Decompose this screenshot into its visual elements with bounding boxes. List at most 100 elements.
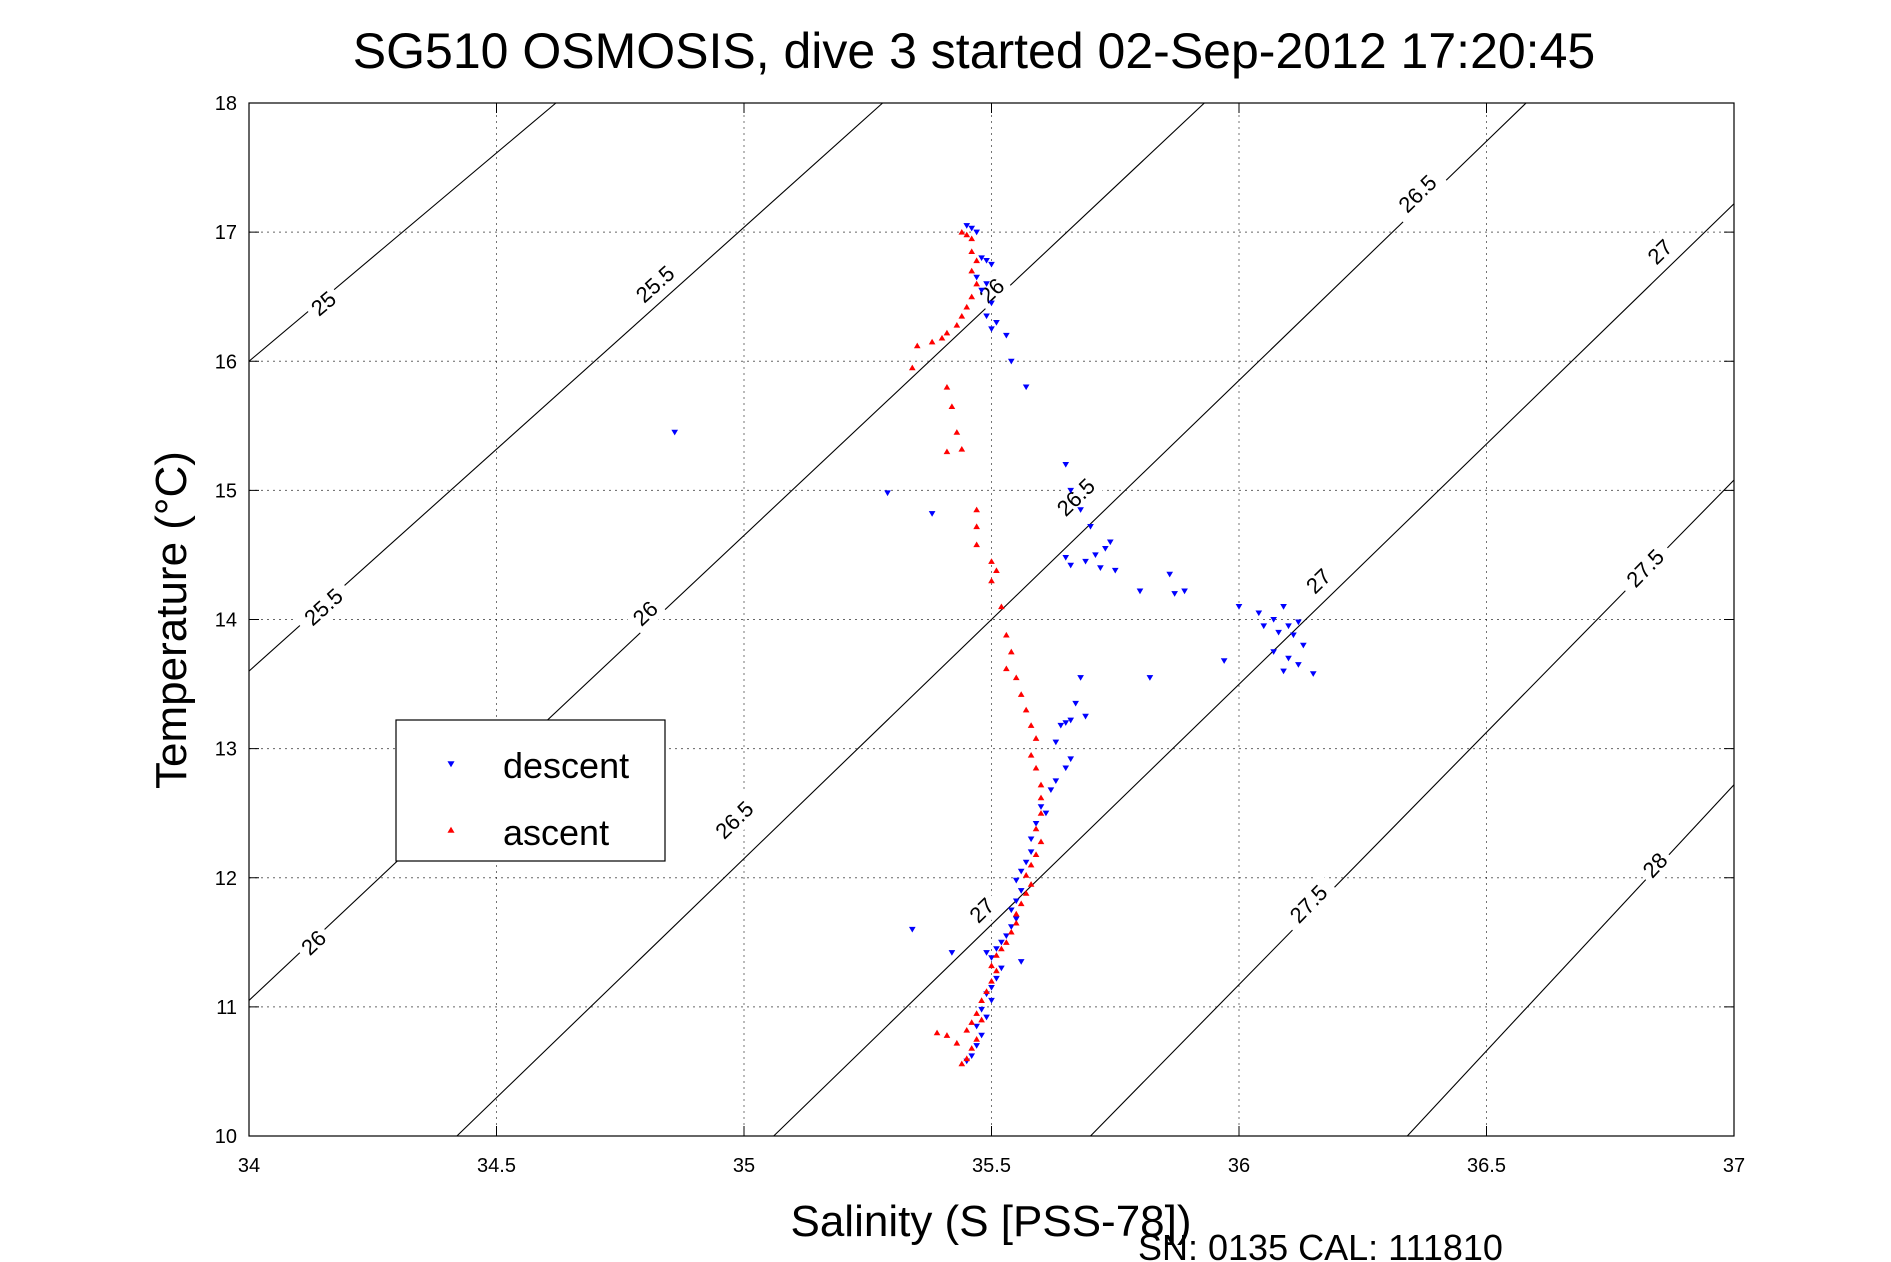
ascent-point bbox=[1003, 665, 1010, 672]
descent-point bbox=[1017, 868, 1025, 875]
ascent-point bbox=[998, 603, 1005, 610]
descent-point bbox=[1042, 810, 1050, 817]
descent-point bbox=[1106, 539, 1114, 546]
descent-point bbox=[973, 274, 980, 281]
ascent-point bbox=[928, 338, 936, 345]
descent-point bbox=[1012, 916, 1020, 923]
ascent-point bbox=[993, 567, 1000, 573]
axis-ticks: 34 34.5 35 35.5 36 36.5 37 10 11 12 13 14 15 16 17 18 bbox=[215, 93, 1745, 1177]
ascent-point bbox=[968, 293, 976, 300]
descent-point bbox=[1052, 778, 1060, 785]
descent-point bbox=[1003, 332, 1010, 339]
descent-point bbox=[1017, 959, 1025, 965]
isopycnal-line bbox=[456, 102, 1527, 1137]
descent-point bbox=[1280, 604, 1287, 610]
ascent-point bbox=[968, 235, 976, 242]
y-tick-label: 12 bbox=[215, 868, 237, 890]
legend: descent ascent bbox=[395, 719, 666, 862]
ascent-point bbox=[978, 1016, 985, 1023]
descent-point bbox=[928, 511, 936, 517]
descent-point bbox=[998, 939, 1005, 946]
descent-point bbox=[978, 255, 985, 262]
x-tick-label: 34 bbox=[238, 1155, 260, 1177]
descent-point bbox=[1270, 649, 1277, 655]
ascent-point bbox=[1012, 910, 1020, 917]
ascent-point bbox=[973, 506, 980, 513]
y-tick-label: 13 bbox=[215, 739, 237, 761]
chart-title: SG510 OSMOSIS, dive 3 started 02-Sep-201… bbox=[353, 23, 1595, 79]
descent-point bbox=[1309, 671, 1317, 677]
descent-point bbox=[1037, 804, 1045, 810]
descent-point bbox=[983, 281, 990, 287]
ascent-point bbox=[973, 523, 980, 530]
ascent-point bbox=[968, 248, 976, 255]
descent-point bbox=[1012, 898, 1020, 905]
ascent-point bbox=[1012, 674, 1020, 681]
x-tick-label: 35.5 bbox=[972, 1155, 1011, 1177]
descent-point bbox=[884, 490, 891, 497]
descent-point bbox=[988, 955, 995, 961]
ascent-point bbox=[943, 1032, 951, 1038]
descent-point bbox=[1290, 632, 1297, 639]
ascent-point bbox=[963, 303, 971, 310]
descent-point bbox=[983, 257, 990, 264]
y-tick-label: 10 bbox=[215, 1126, 237, 1148]
ascent-point bbox=[998, 945, 1005, 952]
descent-point bbox=[1102, 545, 1109, 552]
ascent-point bbox=[973, 280, 980, 287]
legend-marker-descent bbox=[447, 761, 455, 768]
ascent-point bbox=[1022, 872, 1030, 878]
isopycnal-label-bg bbox=[1277, 872, 1340, 935]
descent-point bbox=[1007, 924, 1015, 930]
density-contours: 2525.525.526262626.526.526.527272727.527… bbox=[248, 102, 1735, 1137]
ascent-point bbox=[993, 952, 1000, 958]
ascent-point bbox=[988, 977, 995, 984]
isopycnal-label: 26 bbox=[296, 925, 331, 960]
isopycnal-line bbox=[248, 102, 883, 672]
legend-label-descent: descent bbox=[503, 745, 629, 786]
serial-calibration-footer: SN: 0135 CAL: 111810 bbox=[1138, 1227, 1503, 1262]
descent-point bbox=[1052, 739, 1060, 746]
descent-point bbox=[973, 229, 980, 236]
descent-point bbox=[1285, 623, 1292, 630]
descent-point bbox=[948, 950, 956, 956]
descent-point bbox=[1280, 668, 1287, 675]
isopycnal-label-bg bbox=[1385, 162, 1449, 225]
isopycnal-label-bg bbox=[291, 920, 336, 965]
ascent-point bbox=[968, 267, 976, 274]
x-tick-label: 34.5 bbox=[477, 1155, 516, 1177]
descent-point bbox=[1012, 877, 1020, 884]
descent-point bbox=[1057, 722, 1065, 729]
ascent-point bbox=[943, 383, 951, 390]
x-tick-label: 36 bbox=[1228, 1155, 1250, 1177]
isopycnal-label: 26 bbox=[628, 596, 663, 631]
ascent-point bbox=[1032, 764, 1040, 771]
isopycnal-label: 25 bbox=[306, 286, 341, 321]
y-tick-label: 16 bbox=[215, 351, 237, 373]
descent-point bbox=[978, 287, 985, 294]
descent-point bbox=[1062, 462, 1070, 468]
y-tick-label: 14 bbox=[215, 610, 237, 632]
descent-point bbox=[993, 975, 1000, 982]
ascent-point bbox=[1027, 722, 1035, 728]
descent-point bbox=[671, 429, 679, 436]
ascent-point bbox=[1007, 928, 1015, 935]
isopycnal-label-bg bbox=[969, 268, 1014, 313]
descent-point bbox=[1017, 888, 1025, 894]
descent-point bbox=[1087, 523, 1094, 530]
descent-point bbox=[1097, 565, 1104, 571]
ascent-point bbox=[958, 445, 966, 452]
descent-point bbox=[1300, 642, 1307, 649]
ascent-point bbox=[908, 364, 916, 371]
isopycnal-label-bg bbox=[291, 576, 355, 638]
descent-point bbox=[983, 950, 990, 956]
descent-point bbox=[1027, 836, 1035, 843]
descent-point bbox=[988, 326, 995, 333]
descent-point bbox=[978, 1032, 985, 1039]
descent-point bbox=[1007, 358, 1015, 365]
isopycnal-label: 27 bbox=[1301, 564, 1336, 599]
descent-point bbox=[1022, 384, 1030, 391]
ascent-point bbox=[943, 329, 951, 336]
ascent-point bbox=[958, 229, 966, 235]
